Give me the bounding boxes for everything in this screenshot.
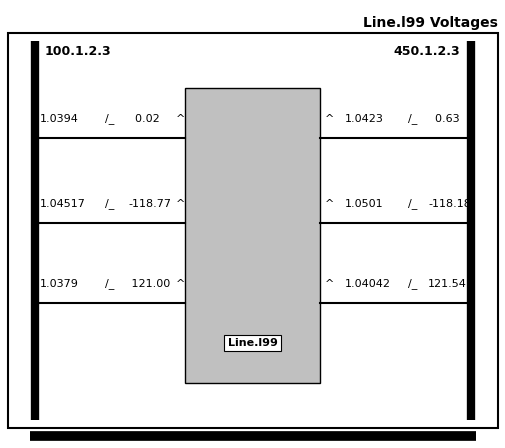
- Text: ^: ^: [324, 199, 334, 209]
- Text: -118.18: -118.18: [427, 199, 470, 209]
- Text: /_: /_: [407, 113, 417, 124]
- Text: Line.l99 Voltages: Line.l99 Voltages: [363, 16, 497, 30]
- Text: -118.77: -118.77: [128, 199, 171, 209]
- Text: 1.0501: 1.0501: [344, 199, 383, 209]
- Text: 1.04517: 1.04517: [40, 199, 86, 209]
- Text: 1.0394: 1.0394: [40, 114, 79, 124]
- Text: /_: /_: [105, 198, 114, 209]
- Text: 1.0423: 1.0423: [344, 114, 383, 124]
- Bar: [185, 88, 319, 383]
- Text: ^: ^: [176, 279, 185, 289]
- Text: ^: ^: [324, 279, 334, 289]
- Text: 0.02: 0.02: [128, 114, 160, 124]
- Text: /_: /_: [105, 278, 114, 289]
- Text: 1.0379: 1.0379: [40, 279, 79, 289]
- Text: 0.63: 0.63: [427, 114, 459, 124]
- Text: 100.1.2.3: 100.1.2.3: [45, 45, 112, 58]
- Text: 121.54: 121.54: [427, 279, 466, 289]
- Text: 1.04042: 1.04042: [344, 279, 390, 289]
- Bar: [8, 33, 497, 428]
- Text: /_: /_: [105, 113, 114, 124]
- Text: ^: ^: [176, 114, 185, 124]
- Text: 450.1.2.3: 450.1.2.3: [392, 45, 459, 58]
- Text: /_: /_: [407, 198, 417, 209]
- Text: Line.l99: Line.l99: [227, 338, 277, 348]
- Text: ^: ^: [176, 199, 185, 209]
- Text: ^: ^: [324, 114, 334, 124]
- Text: /_: /_: [407, 278, 417, 289]
- Text: 121.00: 121.00: [128, 279, 170, 289]
